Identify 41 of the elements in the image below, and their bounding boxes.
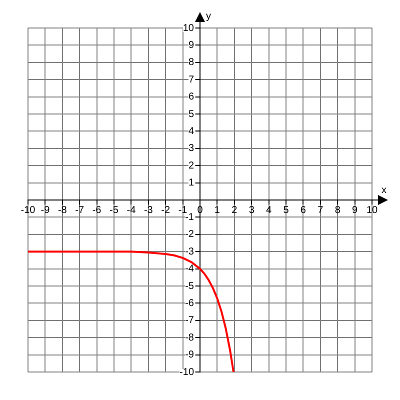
y-tick-label: -9 bbox=[185, 350, 194, 361]
y-tick-label: 3 bbox=[188, 143, 194, 154]
x-tick-label: 1 bbox=[214, 204, 220, 216]
x-axis-title: x bbox=[382, 184, 386, 196]
x-tick-label: -7 bbox=[75, 204, 84, 216]
y-tick-label: 1 bbox=[188, 178, 194, 189]
y-tick-label: -1 bbox=[185, 212, 194, 223]
y-tick-label: 8 bbox=[188, 57, 194, 68]
x-tick-label: -3 bbox=[144, 204, 154, 216]
y-tick-label: -4 bbox=[185, 264, 194, 275]
x-tick-label: -2 bbox=[161, 204, 170, 216]
x-tick-label: 7 bbox=[318, 204, 324, 216]
y-tick-label: -6 bbox=[185, 298, 194, 309]
x-tick-label: 3 bbox=[248, 204, 255, 216]
y-tick-label: -7 bbox=[185, 315, 194, 326]
y-tick-label: 10 bbox=[182, 22, 194, 34]
x-tick-label: 9 bbox=[352, 204, 358, 216]
x-tick-label: -8 bbox=[58, 204, 68, 216]
x-tick-label: -10 bbox=[20, 204, 36, 216]
y-tick-label: 2 bbox=[188, 160, 194, 172]
x-tick-label: 10 bbox=[366, 204, 378, 216]
x-tick-label: 6 bbox=[300, 204, 306, 216]
y-axis-title: y bbox=[206, 10, 211, 22]
x-tick-label: -9 bbox=[40, 204, 50, 216]
y-tick-label: 5 bbox=[188, 108, 194, 120]
x-tick-label: 4 bbox=[266, 204, 272, 216]
x-tick-label: 2 bbox=[232, 204, 238, 216]
x-tick-label: 5 bbox=[283, 204, 290, 216]
y-tick-label: 9 bbox=[188, 40, 194, 51]
y-tick-label: -10 bbox=[180, 366, 194, 378]
y-tick-label: -3 bbox=[185, 246, 194, 258]
y-tick-label: 7 bbox=[188, 74, 194, 86]
y-tick-label: -2 bbox=[185, 229, 194, 240]
x-tick-label: -5 bbox=[110, 204, 119, 216]
y-tick-label: -8 bbox=[185, 332, 194, 344]
y-tick-label: 4 bbox=[188, 126, 194, 137]
y-tick-label: -5 bbox=[185, 280, 194, 292]
x-tick-label: 8 bbox=[334, 204, 341, 216]
x-tick-label: -4 bbox=[126, 204, 136, 216]
y-tick-label: 6 bbox=[188, 92, 194, 103]
x-tick-label: -6 bbox=[92, 204, 102, 216]
